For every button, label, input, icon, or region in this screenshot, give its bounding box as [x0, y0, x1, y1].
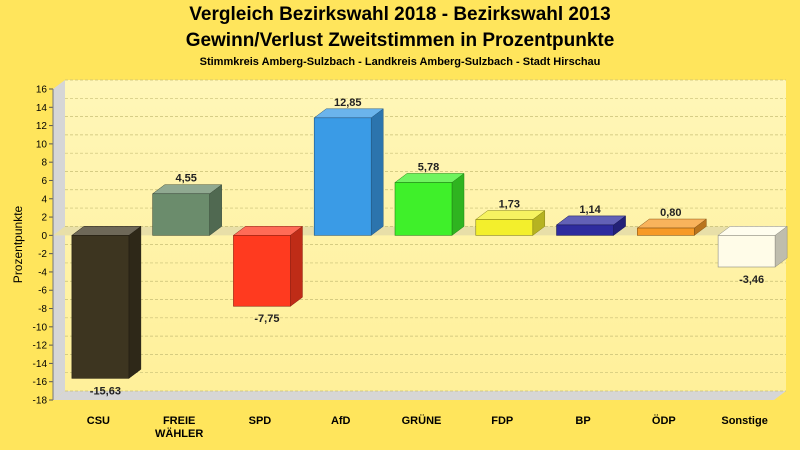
- y-tick-label: 2: [41, 213, 47, 224]
- category-label: FREIE: [163, 415, 195, 427]
- bar-top: [151, 184, 223, 194]
- y-tick-label: -18: [33, 396, 48, 407]
- y-tick-label: 10: [36, 139, 48, 150]
- y-tick-label: 0: [41, 231, 47, 242]
- bar-side: [451, 172, 465, 236]
- data-label: 5,78: [418, 161, 439, 173]
- y-tick-label: 8: [41, 158, 47, 169]
- y-tick-label: -4: [38, 267, 47, 278]
- plot-floor: [53, 391, 786, 400]
- plot-side-wall: [53, 80, 65, 400]
- bar-top: [475, 210, 546, 220]
- data-label: -7,75: [254, 313, 279, 325]
- chart-title-block: Vergleich Bezirkswahl 2018 - Bezirkswahl…: [0, 2, 800, 70]
- y-tick-label: -8: [38, 304, 47, 315]
- bar: [313, 117, 372, 236]
- y-tick-label: -16: [33, 377, 48, 388]
- chart-subtitle: Stimmkreis Amberg-Sulzbach - Landkreis A…: [199, 56, 601, 68]
- y-axis-title: Prozentpunkte: [11, 205, 25, 283]
- category-label: AfD: [331, 415, 351, 427]
- bar-top: [232, 226, 304, 236]
- y-tick-label: -2: [38, 249, 47, 260]
- y-tick-label: 12: [36, 121, 48, 132]
- data-label: 4,55: [175, 173, 196, 185]
- data-label: 1,73: [499, 199, 520, 211]
- category-label: WÄHLER: [155, 427, 203, 440]
- category-label: SPD: [249, 415, 272, 427]
- y-tick-label: 4: [41, 194, 47, 205]
- bar-side: [290, 225, 303, 307]
- bar: [71, 235, 130, 379]
- category-label: FDP: [491, 415, 513, 427]
- y-tick-label: -6: [38, 286, 47, 297]
- bar: [556, 224, 614, 236]
- chart-title-line2: Gewinn/Verlust Zweitstimmen in Prozentpu…: [185, 30, 615, 51]
- y-tick-label: -12: [33, 341, 48, 352]
- y-tick-label: -10: [33, 322, 48, 333]
- bar: [233, 235, 291, 307]
- data-label: -3,46: [739, 274, 764, 286]
- y-tick-label: 6: [41, 176, 47, 187]
- bar: [717, 235, 776, 268]
- bar-top: [394, 173, 465, 183]
- bar-side: [128, 225, 142, 379]
- bar: [394, 182, 453, 236]
- bar: [152, 193, 210, 236]
- data-label: 0,80: [660, 207, 681, 219]
- category-label: BP: [575, 415, 590, 427]
- chart-title: Vergleich Bezirkswahl 2018 - Bezirkswahl…: [189, 4, 611, 25]
- bar-top: [313, 108, 384, 119]
- data-label: -15,63: [90, 385, 121, 397]
- y-tick-label: 16: [36, 85, 48, 96]
- y-tick-label: -14: [33, 359, 48, 370]
- bar-side: [370, 108, 384, 236]
- bar-top: [636, 218, 708, 229]
- data-label: 1,14: [579, 204, 601, 216]
- bar-top: [555, 215, 627, 226]
- category-label: ÖDP: [652, 414, 676, 427]
- y-tick-label: 14: [36, 103, 48, 114]
- data-label: 12,85: [334, 97, 362, 109]
- bar-top: [717, 226, 788, 236]
- bar: [637, 227, 695, 236]
- bar-top: [71, 226, 142, 236]
- bar: [475, 219, 534, 236]
- category-label: GRÜNE: [402, 414, 442, 427]
- category-label: Sonstige: [721, 415, 767, 427]
- category-label: CSU: [87, 415, 110, 427]
